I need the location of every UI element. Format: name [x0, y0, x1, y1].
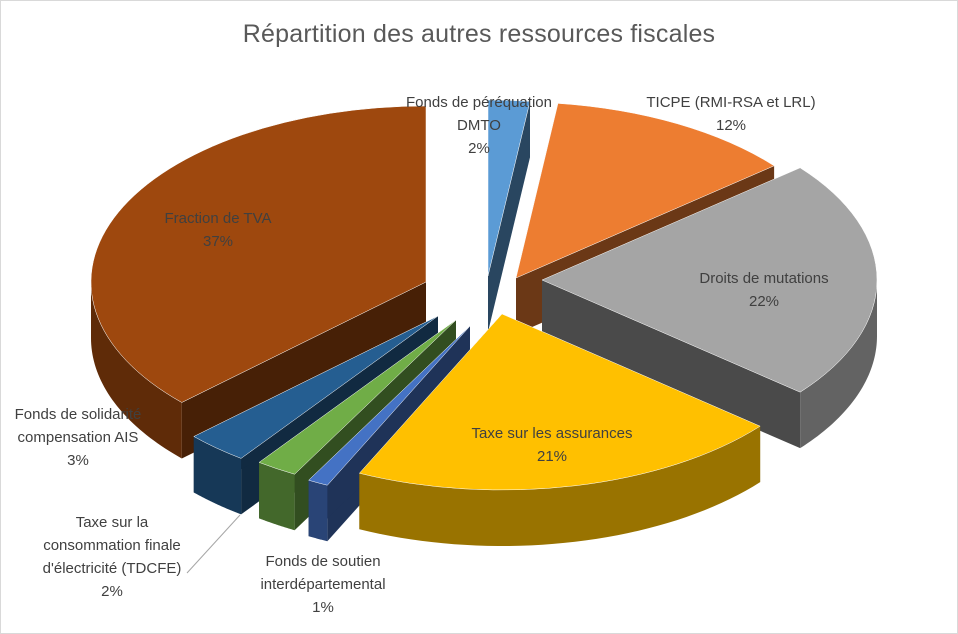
pie-slice-assurances [358, 313, 761, 546]
slice-label-tdcfe-line-3: 2% [101, 583, 123, 600]
slice-side-soutien-1 [308, 326, 470, 537]
slice-label-ticpe-line-0: TICPE (RMI-RSA et LRL) [646, 94, 815, 111]
slice-label-dmto: Fonds de péréquation DMTO 2% [406, 94, 552, 157]
pie-slice-mutations [541, 167, 878, 449]
slice-label-assurances: Taxe sur les assurances 21% [472, 425, 633, 465]
slice-top-ticpe [515, 103, 775, 279]
slice-label-tva: Fraction de TVA 37% [165, 210, 272, 250]
slice-label-ais: Fonds de solidarité compensation AIS 3% [15, 406, 142, 469]
slice-rim-tva [91, 282, 182, 459]
slice-label-tdcfe: Taxe sur la consommation finale d'électric… [43, 514, 182, 600]
slice-label-ais-line-1: compensation AIS [18, 429, 139, 446]
slice-label-ticpe-line-1: 12% [716, 117, 746, 134]
pie-slice-dmto [487, 99, 531, 332]
slice-top-tva [90, 105, 427, 403]
pie-slices [90, 99, 878, 546]
slice-label-dmto-line-1: DMTO [457, 117, 501, 134]
slice-label-soutien-line-0: Fonds de soutien [265, 553, 380, 570]
leader-line-tdcfe [186, 514, 241, 574]
slice-side-mutations-1 [542, 280, 801, 449]
slice-label-tva-line-1: 37% [203, 233, 233, 250]
slice-top-assurances [358, 313, 761, 491]
chart-title: Répartition des autres ressources fiscal… [242, 20, 716, 48]
slice-side-dmto-1 [488, 101, 530, 332]
slice-label-mutations-line-1: 22% [749, 293, 779, 310]
slice-rim-assurances [359, 426, 761, 546]
slice-top-dmto [487, 99, 531, 277]
slice-label-mutations-line-0: Droits de mutations [699, 270, 828, 287]
slice-label-dmto-line-2: 2% [468, 140, 490, 157]
slice-top-ais [193, 315, 439, 459]
slice-rim-tdcfe [259, 462, 295, 531]
slice-top-mutations [541, 167, 878, 393]
slice-rim-mutations [800, 280, 877, 449]
slice-rim-ais [193, 436, 242, 515]
slice-top-tdcfe [258, 319, 457, 475]
slice-label-soutien-line-1: interdépartemental [260, 576, 385, 593]
slice-top-soutien [308, 325, 471, 486]
slice-label-mutations: Droits de mutations 22% [699, 270, 828, 310]
slice-side-tdcfe-1 [259, 320, 456, 519]
slice-label-assurances-line-1: 21% [537, 448, 567, 465]
slice-label-soutien: Fonds de soutien interdépartemental 1% [260, 553, 385, 616]
slice-label-tdcfe-line-0: Taxe sur la [76, 514, 149, 531]
leader-lines [186, 514, 241, 574]
slice-label-ais-line-0: Fonds de solidarité [15, 406, 142, 423]
slice-label-tdcfe-line-2: d'électricité (TDCFE) [43, 560, 182, 577]
slice-label-tdcfe-line-1: consommation finale [43, 537, 181, 554]
slice-label-tva-line-0: Fraction de TVA [165, 210, 272, 227]
slice-label-assurances-line-0: Taxe sur les assurances [472, 425, 633, 442]
slice-label-soutien-line-2: 1% [312, 599, 334, 616]
slice-label-dmto-line-0: Fonds de péréquation [406, 94, 552, 111]
slice-rim-soutien [308, 480, 328, 542]
slice-label-ticpe: TICPE (RMI-RSA et LRL) 12% [646, 94, 815, 134]
slice-labels: Fonds de péréquation DMTO 2% TICPE (RMI-RSA… [15, 94, 829, 616]
slice-label-ais-line-2: 3% [67, 452, 89, 469]
